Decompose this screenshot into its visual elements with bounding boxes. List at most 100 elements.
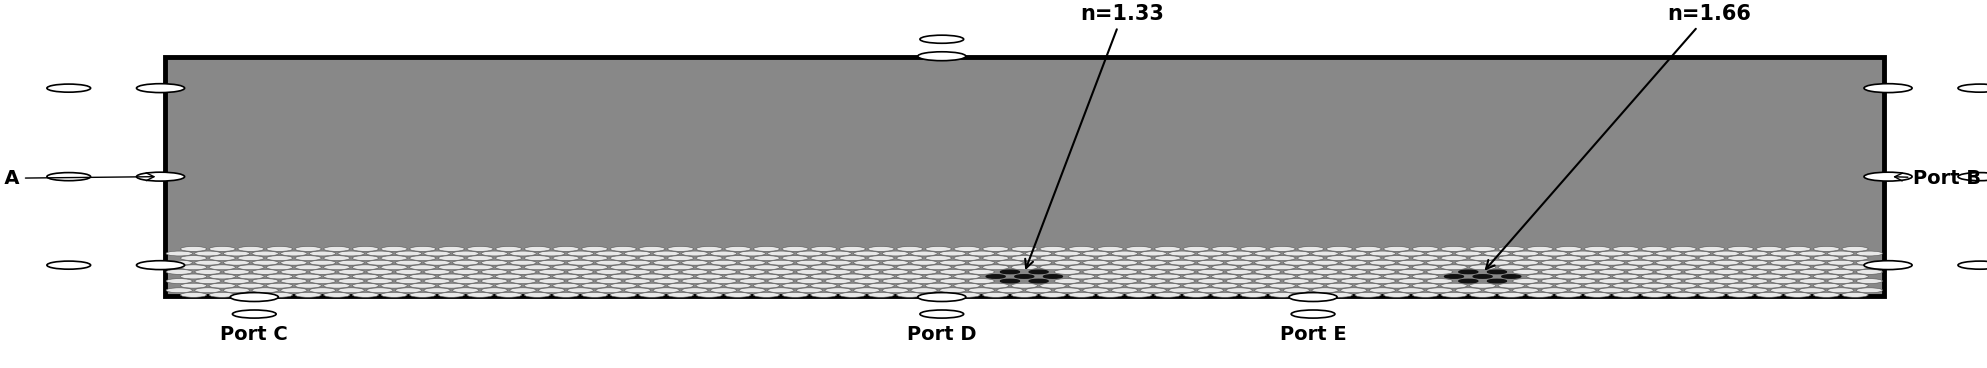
Circle shape xyxy=(1355,256,1381,261)
Circle shape xyxy=(167,279,193,283)
Circle shape xyxy=(1284,279,1309,283)
Circle shape xyxy=(366,288,393,293)
Circle shape xyxy=(1212,283,1238,288)
Circle shape xyxy=(797,279,823,283)
Circle shape xyxy=(1154,247,1180,251)
Circle shape xyxy=(1757,274,1782,279)
Circle shape xyxy=(668,274,693,279)
Circle shape xyxy=(266,256,292,261)
Circle shape xyxy=(294,283,322,288)
Circle shape xyxy=(1727,256,1755,261)
Circle shape xyxy=(1127,283,1152,288)
Circle shape xyxy=(1856,288,1882,293)
Circle shape xyxy=(797,260,823,265)
Circle shape xyxy=(209,283,234,288)
Circle shape xyxy=(48,173,91,181)
Circle shape xyxy=(1770,269,1796,274)
Circle shape xyxy=(982,293,1009,297)
Circle shape xyxy=(940,279,966,283)
Circle shape xyxy=(352,256,380,261)
Circle shape xyxy=(1182,265,1210,270)
Circle shape xyxy=(1741,279,1768,283)
Circle shape xyxy=(1111,288,1139,293)
Circle shape xyxy=(467,283,493,288)
Circle shape xyxy=(940,288,966,293)
Circle shape xyxy=(1757,283,1782,288)
Circle shape xyxy=(582,283,608,288)
Circle shape xyxy=(1270,247,1296,251)
Circle shape xyxy=(1011,256,1037,261)
Circle shape xyxy=(238,247,264,251)
Circle shape xyxy=(709,288,737,293)
Circle shape xyxy=(1254,251,1282,256)
Circle shape xyxy=(1512,279,1538,283)
Circle shape xyxy=(1542,288,1568,293)
Circle shape xyxy=(1212,256,1238,261)
Circle shape xyxy=(266,265,292,270)
Circle shape xyxy=(1584,274,1609,279)
Bar xyxy=(165,57,1884,296)
Circle shape xyxy=(453,260,479,265)
Circle shape xyxy=(954,256,980,261)
Circle shape xyxy=(1154,283,1180,288)
Circle shape xyxy=(1141,251,1166,256)
Circle shape xyxy=(1713,269,1739,274)
Circle shape xyxy=(1484,260,1510,265)
Circle shape xyxy=(1741,288,1768,293)
Circle shape xyxy=(1292,310,1335,318)
Circle shape xyxy=(1025,260,1051,265)
Circle shape xyxy=(439,293,465,297)
Circle shape xyxy=(954,247,980,251)
Circle shape xyxy=(940,251,966,256)
Circle shape xyxy=(968,279,995,283)
Circle shape xyxy=(940,260,966,265)
Circle shape xyxy=(1355,247,1381,251)
Circle shape xyxy=(1784,256,1810,261)
Circle shape xyxy=(954,265,980,270)
Circle shape xyxy=(1427,260,1452,265)
Circle shape xyxy=(525,293,550,297)
Circle shape xyxy=(1240,256,1266,261)
Circle shape xyxy=(1655,269,1683,274)
Circle shape xyxy=(195,269,221,274)
Circle shape xyxy=(1097,274,1123,279)
Circle shape xyxy=(223,260,250,265)
Circle shape xyxy=(1212,293,1238,297)
Circle shape xyxy=(624,260,652,265)
Circle shape xyxy=(1198,279,1224,283)
Circle shape xyxy=(753,293,779,297)
Circle shape xyxy=(181,274,207,279)
Circle shape xyxy=(1828,288,1854,293)
Circle shape xyxy=(610,293,636,297)
Circle shape xyxy=(1141,288,1166,293)
Circle shape xyxy=(1842,274,1868,279)
Circle shape xyxy=(1212,247,1238,251)
Circle shape xyxy=(181,265,207,270)
Circle shape xyxy=(1641,256,1667,261)
Circle shape xyxy=(1814,283,1840,288)
Circle shape xyxy=(1325,283,1353,288)
Circle shape xyxy=(181,256,207,261)
Circle shape xyxy=(1472,275,1492,278)
Circle shape xyxy=(1598,279,1625,283)
Circle shape xyxy=(1413,283,1439,288)
Circle shape xyxy=(1512,260,1538,265)
Circle shape xyxy=(294,247,322,251)
Circle shape xyxy=(1598,269,1625,274)
Circle shape xyxy=(709,251,737,256)
Circle shape xyxy=(1427,279,1452,283)
Circle shape xyxy=(882,251,908,256)
Circle shape xyxy=(1298,293,1323,297)
Circle shape xyxy=(1454,288,1482,293)
Circle shape xyxy=(409,274,435,279)
Circle shape xyxy=(1298,247,1323,251)
Circle shape xyxy=(324,256,350,261)
Circle shape xyxy=(1011,283,1037,288)
Circle shape xyxy=(926,256,952,261)
Circle shape xyxy=(1083,288,1109,293)
Circle shape xyxy=(1240,293,1266,297)
Circle shape xyxy=(324,283,350,288)
Circle shape xyxy=(538,288,564,293)
Circle shape xyxy=(552,274,578,279)
Circle shape xyxy=(439,256,465,261)
